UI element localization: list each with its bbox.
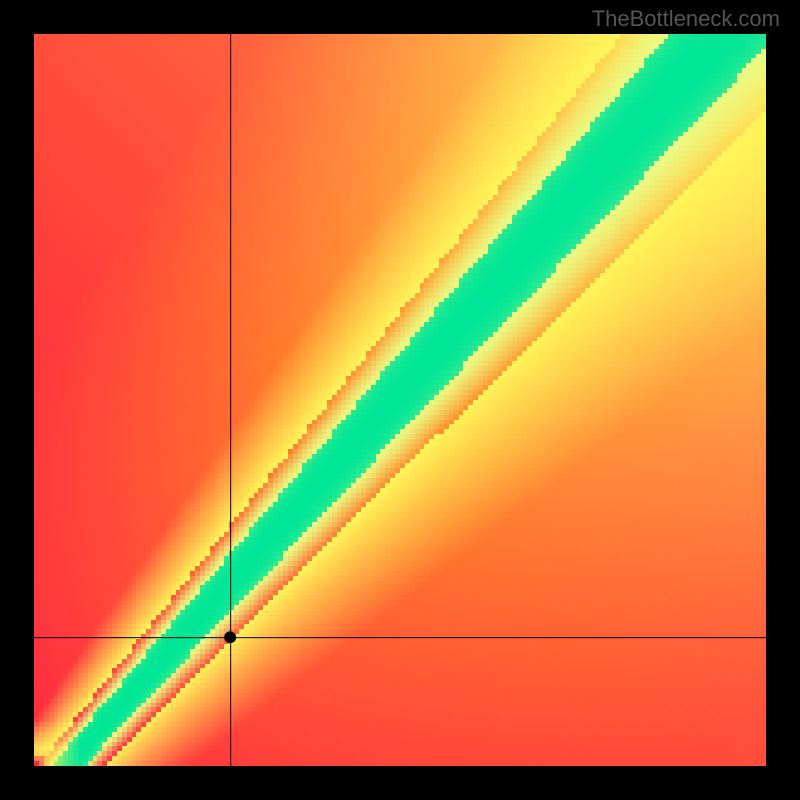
watermark-text: TheBottleneck.com: [592, 6, 780, 32]
heatmap-plot: [34, 34, 766, 766]
chart-container: TheBottleneck.com: [0, 0, 800, 800]
heatmap-canvas: [34, 34, 766, 766]
